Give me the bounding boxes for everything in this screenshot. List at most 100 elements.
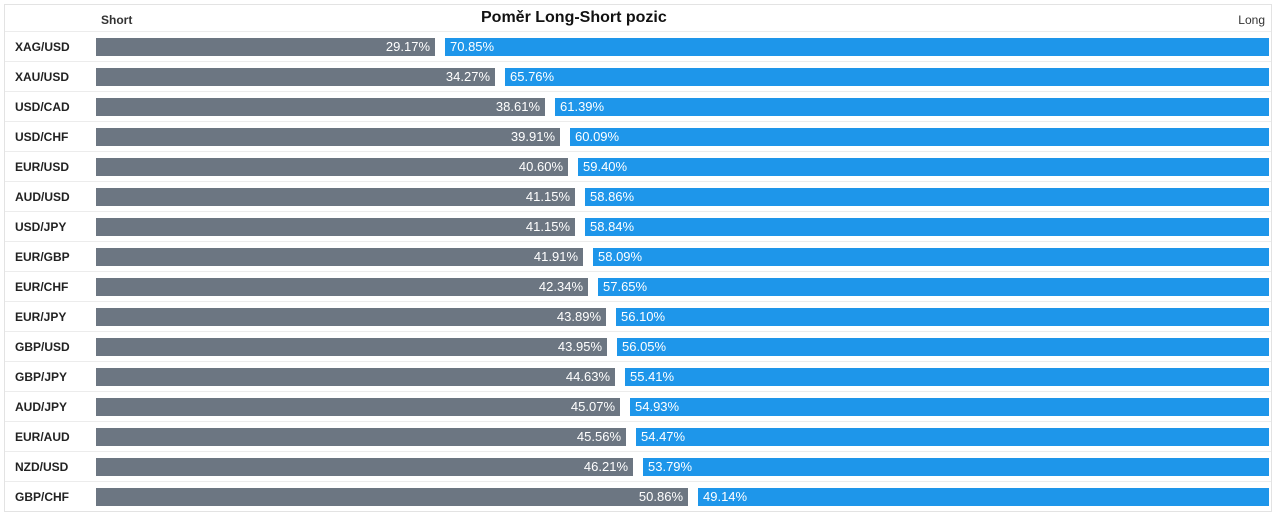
short-value-label: 39.91% xyxy=(510,129,555,144)
long-value-label: 59.40% xyxy=(583,159,628,174)
bar-track: 39.91% 60.09% xyxy=(96,128,1269,146)
short-bar: 40.60% xyxy=(96,158,568,176)
short-value-label: 45.07% xyxy=(570,399,615,414)
bar-track: 40.60% 59.40% xyxy=(96,158,1269,176)
short-bar: 50.86% xyxy=(96,488,688,506)
long-value-label: 55.41% xyxy=(630,369,675,384)
long-bar: 54.47% xyxy=(636,428,1269,446)
bar-track: 41.91% 58.09% xyxy=(96,248,1269,266)
long-bar: 59.40% xyxy=(578,158,1269,176)
short-bar: 45.07% xyxy=(96,398,620,416)
long-bar: 70.85% xyxy=(445,38,1269,56)
short-bar: 41.15% xyxy=(96,218,575,236)
short-value-label: 50.86% xyxy=(638,489,683,504)
short-value-label: 42.34% xyxy=(538,279,583,294)
short-value-label: 41.15% xyxy=(525,219,570,234)
chart-row: EUR/GBP 41.91% 58.09% xyxy=(5,241,1271,271)
short-bar: 44.63% xyxy=(96,368,615,386)
short-value-label: 43.95% xyxy=(557,339,602,354)
category-label: EUR/CHF xyxy=(15,280,69,294)
short-value-label: 40.60% xyxy=(518,159,563,174)
long-value-label: 56.05% xyxy=(622,339,667,354)
category-label: GBP/CHF xyxy=(15,490,69,504)
chart-row: GBP/USD 43.95% 56.05% xyxy=(5,331,1271,361)
long-bar: 49.14% xyxy=(698,488,1269,506)
bar-track: 44.63% 55.41% xyxy=(96,368,1269,386)
short-bar: 43.89% xyxy=(96,308,606,326)
category-label: AUD/USD xyxy=(15,190,70,204)
short-bar: 42.34% xyxy=(96,278,588,296)
long-value-label: 60.09% xyxy=(575,129,620,144)
category-label: EUR/JPY xyxy=(15,310,67,324)
short-value-label: 43.89% xyxy=(556,309,601,324)
chart-row: USD/JPY 41.15% 58.84% xyxy=(5,211,1271,241)
short-bar: 34.27% xyxy=(96,68,495,86)
long-bar: 56.10% xyxy=(616,308,1269,326)
long-bar: 53.79% xyxy=(643,458,1269,476)
short-bar: 43.95% xyxy=(96,338,607,356)
chart-row: AUD/JPY 45.07% 54.93% xyxy=(5,391,1271,421)
chart-row: NZD/USD 46.21% 53.79% xyxy=(5,451,1271,481)
bar-track: 50.86% 49.14% xyxy=(96,488,1269,506)
long-value-label: 65.76% xyxy=(510,69,555,84)
short-bar: 41.91% xyxy=(96,248,583,266)
bar-track: 42.34% 57.65% xyxy=(96,278,1269,296)
category-label: XAU/USD xyxy=(15,70,70,84)
category-label: USD/CAD xyxy=(15,100,70,114)
short-value-label: 29.17% xyxy=(385,39,430,54)
chart-row: GBP/JPY 44.63% 55.41% xyxy=(5,361,1271,391)
bar-track: 34.27% 65.76% xyxy=(96,68,1269,86)
long-value-label: 58.84% xyxy=(590,219,635,234)
chart-row: EUR/USD 40.60% 59.40% xyxy=(5,151,1271,181)
short-value-label: 46.21% xyxy=(583,459,628,474)
long-value-label: 58.09% xyxy=(598,249,643,264)
long-value-label: 56.10% xyxy=(621,309,666,324)
long-value-label: 57.65% xyxy=(603,279,648,294)
chart-row: USD/CAD 38.61% 61.39% xyxy=(5,91,1271,121)
long-bar: 54.93% xyxy=(630,398,1269,416)
long-value-label: 53.79% xyxy=(648,459,693,474)
bar-track: 43.89% 56.10% xyxy=(96,308,1269,326)
short-value-label: 38.61% xyxy=(495,99,540,114)
short-bar: 38.61% xyxy=(96,98,545,116)
short-bar: 46.21% xyxy=(96,458,633,476)
long-value-label: 54.47% xyxy=(641,429,686,444)
long-value-label: 70.85% xyxy=(450,39,495,54)
chart-row: XAG/USD 29.17% 70.85% xyxy=(5,31,1271,61)
short-bar: 39.91% xyxy=(96,128,560,146)
long-header: Long xyxy=(1238,13,1265,27)
short-bar: 29.17% xyxy=(96,38,435,56)
long-bar: 55.41% xyxy=(625,368,1269,386)
chart-row: AUD/USD 41.15% 58.86% xyxy=(5,181,1271,211)
short-value-label: 41.15% xyxy=(525,189,570,204)
chart-row: EUR/JPY 43.89% 56.10% xyxy=(5,301,1271,331)
short-bar: 45.56% xyxy=(96,428,626,446)
long-value-label: 54.93% xyxy=(635,399,680,414)
chart-row: XAU/USD 34.27% 65.76% xyxy=(5,61,1271,91)
long-bar: 65.76% xyxy=(505,68,1269,86)
short-value-label: 45.56% xyxy=(576,429,621,444)
category-label: EUR/AUD xyxy=(15,430,70,444)
short-value-label: 44.63% xyxy=(565,369,610,384)
category-label: USD/JPY xyxy=(15,220,67,234)
category-label: USD/CHF xyxy=(15,130,69,144)
category-label: GBP/JPY xyxy=(15,370,68,384)
chart-title: Poměr Long-Short pozic xyxy=(481,9,667,26)
chart-row: GBP/CHF 50.86% 49.14% xyxy=(5,481,1271,511)
bar-track: 38.61% 61.39% xyxy=(96,98,1269,116)
bar-track: 41.15% 58.84% xyxy=(96,218,1269,236)
long-value-label: 49.14% xyxy=(703,489,748,504)
long-short-chart: Short Poměr Long-Short pozic Long XAG/US… xyxy=(4,4,1272,512)
bar-track: 41.15% 58.86% xyxy=(96,188,1269,206)
category-label: XAG/USD xyxy=(15,40,70,54)
short-header: Short xyxy=(101,13,133,27)
bar-track: 43.95% 56.05% xyxy=(96,338,1269,356)
long-bar: 58.84% xyxy=(585,218,1269,236)
category-label: EUR/USD xyxy=(15,160,70,174)
long-bar: 58.09% xyxy=(593,248,1269,266)
short-value-label: 41.91% xyxy=(533,249,578,264)
long-value-label: 58.86% xyxy=(590,189,635,204)
bar-track: 29.17% 70.85% xyxy=(96,38,1269,56)
bar-track: 46.21% 53.79% xyxy=(96,458,1269,476)
category-label: EUR/GBP xyxy=(15,250,70,264)
